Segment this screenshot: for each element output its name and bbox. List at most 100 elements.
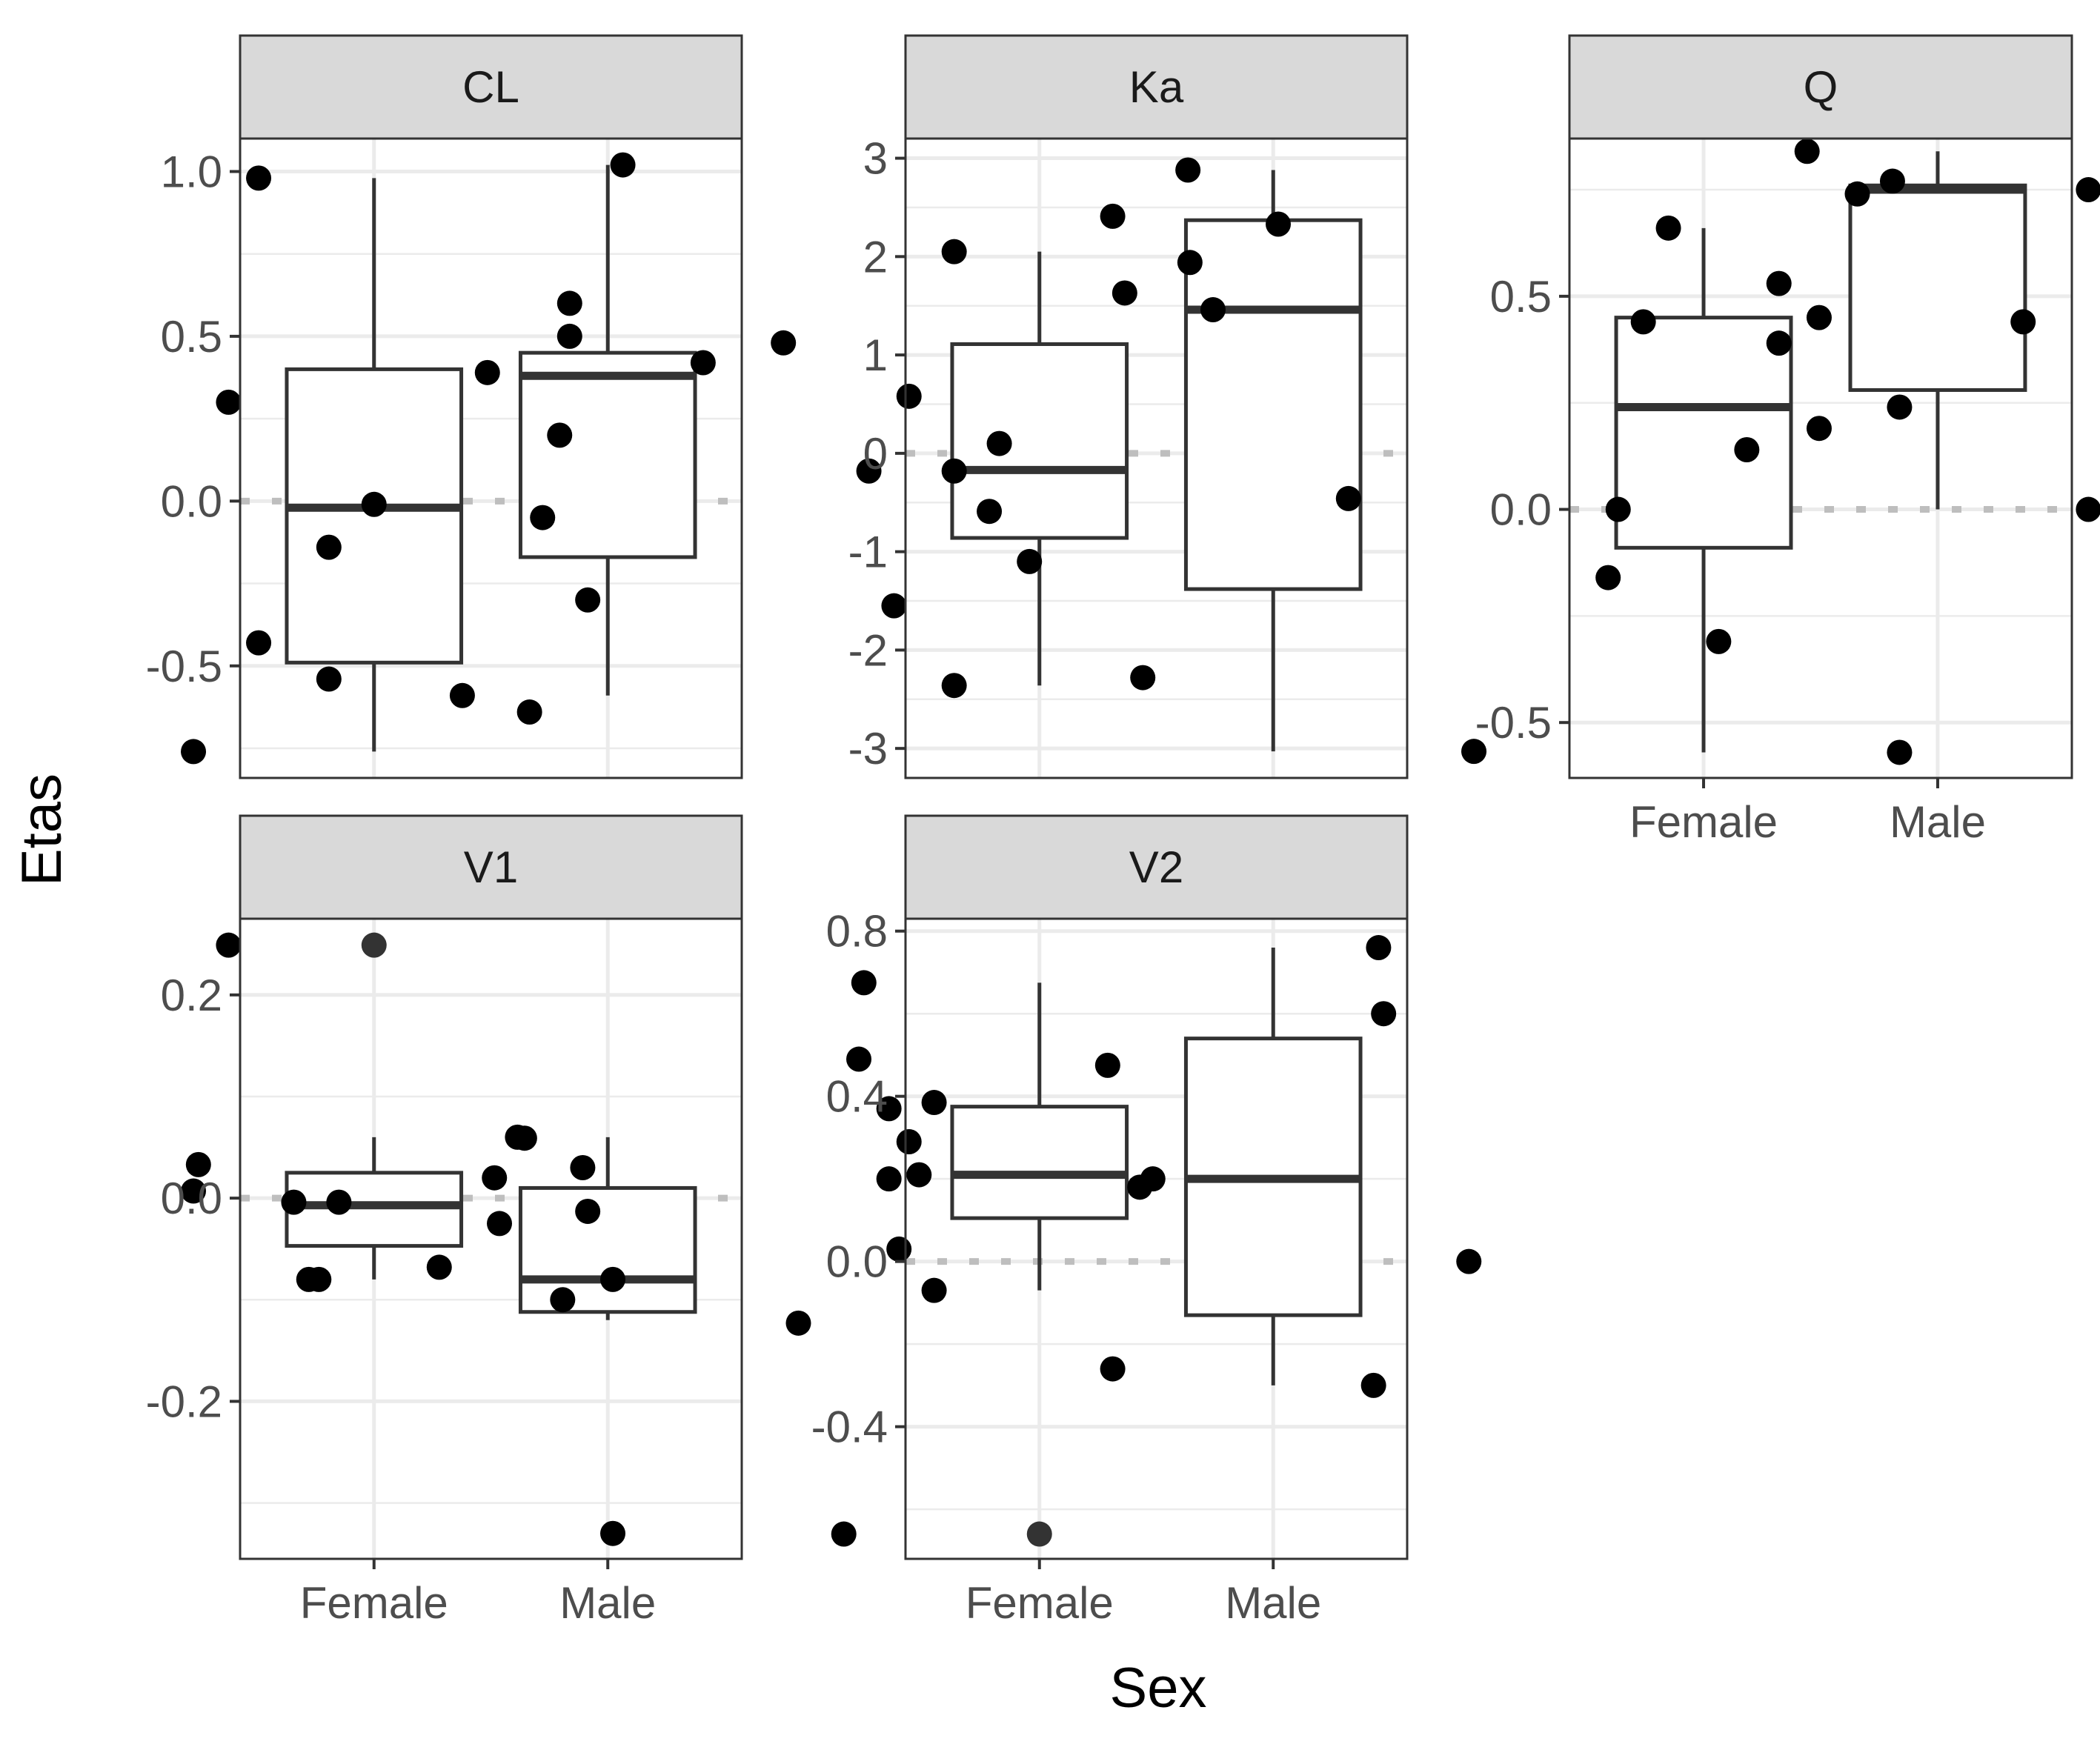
data-point [1360, 1372, 1386, 1398]
data-point [530, 505, 556, 530]
y-tick-label: 0.2 [161, 971, 222, 1020]
data-point [1177, 250, 1203, 276]
data-point [690, 350, 716, 376]
y-tick-label: 0.0 [161, 1174, 222, 1223]
data-point [246, 630, 272, 656]
y-tick-label: 0.8 [826, 907, 888, 956]
y-tick-label: 0.0 [1490, 485, 1552, 535]
data-point [1094, 1052, 1120, 1078]
data-point [505, 1124, 531, 1150]
y-tick-label: -0.5 [1475, 698, 1552, 748]
data-point [1366, 935, 1392, 961]
data-point [1766, 330, 1792, 356]
y-tick-label: 0.0 [161, 476, 222, 526]
data-point [896, 383, 922, 409]
data-point [570, 1155, 596, 1180]
data-point [1461, 739, 1487, 765]
data-point [2010, 309, 2036, 335]
data-point [785, 1310, 811, 1336]
data-point [1266, 211, 1292, 237]
data-point [1806, 416, 1832, 442]
y-tick-label: -0.5 [146, 642, 222, 691]
data-point [556, 290, 582, 316]
strip-label-ka: Ka [1129, 62, 1184, 112]
data-point [1100, 203, 1126, 229]
x-tick-label-female: Female [1629, 797, 1778, 847]
data-point [906, 1162, 932, 1188]
y-tick-label: 2 [863, 232, 888, 282]
data-point [185, 1151, 211, 1177]
x-tick-label-male: Male [559, 1578, 656, 1628]
panel-border-cl [239, 137, 743, 779]
strip-ka [904, 34, 1409, 140]
data-point [246, 165, 272, 191]
panel-border-v1 [239, 917, 743, 1560]
data-point [851, 970, 877, 996]
strip-cl [239, 34, 743, 140]
box-female [1614, 227, 1793, 753]
outlier-point [1026, 1521, 1052, 1547]
box-iqr [518, 1185, 697, 1314]
data-point [876, 1096, 902, 1122]
y-tick-label: -2 [848, 625, 888, 675]
x-tick-label-male: Male [1890, 797, 1986, 847]
data-point [181, 1178, 207, 1204]
box-male [1183, 948, 1363, 1385]
data-point [1794, 139, 1820, 164]
data-point [1017, 548, 1043, 574]
data-point [306, 1266, 332, 1292]
data-point [550, 1287, 576, 1313]
data-point [556, 323, 582, 349]
data-point [216, 932, 242, 958]
data-point [846, 1046, 872, 1072]
data-point [921, 1090, 947, 1116]
data-point [316, 666, 342, 692]
strip-q [1568, 34, 2073, 140]
data-point [1371, 1001, 1397, 1027]
data-point [600, 1266, 626, 1292]
data-point [1335, 485, 1361, 511]
data-point [547, 422, 573, 448]
y-tick-label: 1.0 [161, 147, 222, 196]
data-point [1734, 436, 1760, 462]
data-point [216, 389, 242, 415]
box-male [1183, 170, 1363, 752]
data-point [482, 1165, 508, 1191]
panel-border-q [1568, 137, 2073, 779]
y-tick-label: 0.0 [826, 1237, 888, 1287]
y-tick-label: 0.5 [1490, 272, 1552, 322]
data-point [426, 1254, 452, 1280]
strip-label-v2: V2 [1129, 842, 1183, 892]
facet-panels: CL -0.5 0.0 0.5 1.0 Ka -3 -2 -1 0 1 2 3 Q -0.5 0.0 0.5 Fe… [146, 34, 2100, 1628]
box-iqr [1848, 183, 2027, 392]
data-point [986, 430, 1012, 456]
data-point [326, 1189, 352, 1215]
y-tick-label: -0.2 [146, 1377, 222, 1426]
box-male [1848, 151, 2027, 510]
y-tick-label: -0.4 [811, 1403, 888, 1452]
y-tick-label: 1 [863, 330, 888, 380]
y-tick-label: 0.5 [161, 312, 222, 362]
data-point [1630, 309, 1656, 335]
data-point [281, 1189, 307, 1215]
y-tick-label: -3 [848, 724, 888, 773]
data-point [831, 1521, 857, 1547]
data-point [1595, 565, 1621, 590]
data-point [487, 1211, 513, 1237]
data-point [516, 699, 542, 725]
strip-label-v1: V1 [464, 842, 518, 892]
panel-q: Q -0.5 0.0 0.5 Female Male [1475, 34, 2100, 847]
data-point [361, 491, 387, 517]
data-point [1605, 496, 1631, 522]
data-point [474, 359, 500, 385]
data-point [856, 458, 882, 484]
strip-label-cl: CL [462, 62, 519, 112]
outlier-point [361, 932, 387, 958]
data-point [896, 1129, 922, 1155]
data-point [1844, 181, 1870, 207]
x-tick-label-male: Male [1225, 1578, 1321, 1628]
data-point [1112, 280, 1137, 306]
panel-cl: CL -0.5 0.0 0.5 1.0 [146, 34, 797, 779]
data-point [1887, 394, 1913, 420]
